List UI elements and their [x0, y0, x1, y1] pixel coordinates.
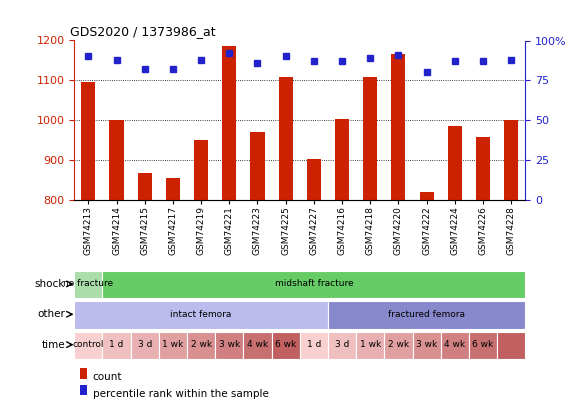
- Bar: [307, 159, 321, 200]
- Text: control: control: [73, 340, 104, 349]
- Bar: [384, 332, 413, 359]
- Bar: [391, 55, 405, 200]
- Bar: [272, 332, 300, 359]
- Text: midshaft fracture: midshaft fracture: [275, 279, 353, 288]
- Bar: [74, 271, 102, 298]
- Bar: [74, 301, 328, 328]
- Text: count: count: [93, 373, 122, 382]
- Bar: [166, 179, 180, 200]
- Text: 2 wk: 2 wk: [191, 340, 212, 349]
- Bar: [328, 301, 525, 328]
- Text: time: time: [42, 340, 65, 350]
- Bar: [420, 192, 434, 200]
- Text: GDS2020 / 1373986_at: GDS2020 / 1373986_at: [70, 25, 215, 38]
- Text: 3 wk: 3 wk: [219, 340, 240, 349]
- Bar: [81, 82, 95, 200]
- Text: 3 d: 3 d: [335, 340, 349, 349]
- Text: 4 wk: 4 wk: [444, 340, 465, 349]
- Bar: [102, 332, 131, 359]
- Text: 4 wk: 4 wk: [247, 340, 268, 349]
- Text: 1 d: 1 d: [307, 340, 321, 349]
- Bar: [504, 121, 518, 200]
- Text: no fracture: no fracture: [63, 279, 114, 288]
- Text: percentile rank within the sample: percentile rank within the sample: [93, 389, 268, 399]
- Bar: [194, 141, 208, 200]
- Bar: [476, 137, 490, 200]
- Bar: [279, 77, 293, 200]
- Bar: [335, 119, 349, 200]
- Text: 6 wk: 6 wk: [275, 340, 296, 349]
- Text: 3 d: 3 d: [138, 340, 152, 349]
- Text: other: other: [37, 309, 65, 319]
- Text: 1 wk: 1 wk: [162, 340, 183, 349]
- Bar: [138, 173, 152, 200]
- Bar: [328, 332, 356, 359]
- Text: intact femora: intact femora: [170, 310, 232, 319]
- Bar: [497, 332, 525, 359]
- Bar: [131, 332, 159, 359]
- Bar: [74, 332, 102, 359]
- Bar: [356, 332, 384, 359]
- Text: fractured femora: fractured femora: [388, 310, 465, 319]
- Bar: [110, 121, 123, 200]
- Bar: [215, 332, 243, 359]
- Bar: [469, 332, 497, 359]
- Bar: [363, 77, 377, 200]
- Bar: [300, 332, 328, 359]
- Text: 1 d: 1 d: [109, 340, 124, 349]
- Bar: [251, 132, 264, 200]
- Bar: [222, 47, 236, 200]
- Text: 2 wk: 2 wk: [388, 340, 409, 349]
- Bar: [441, 332, 469, 359]
- Bar: [243, 332, 272, 359]
- Bar: [187, 332, 215, 359]
- Bar: [413, 332, 441, 359]
- Bar: [159, 332, 187, 359]
- Text: 6 wk: 6 wk: [472, 340, 494, 349]
- Text: 1 wk: 1 wk: [360, 340, 381, 349]
- Bar: [448, 126, 462, 200]
- Text: 3 wk: 3 wk: [416, 340, 437, 349]
- Text: shock: shock: [35, 279, 65, 289]
